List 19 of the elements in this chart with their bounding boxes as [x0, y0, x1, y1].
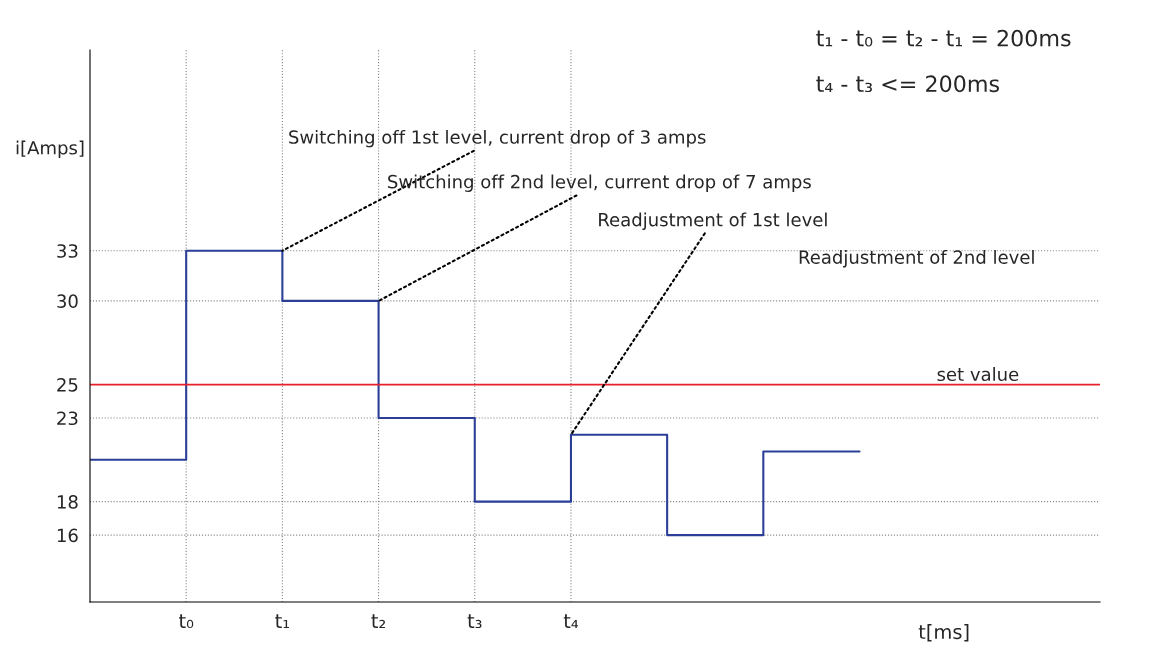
- y-tick-label: 33: [57, 244, 78, 258]
- y-axis-title: i[Amps]: [16, 140, 84, 159]
- x-tick-label: t₄: [563, 614, 579, 628]
- x-axis-title: t[ms]: [918, 624, 969, 642]
- y-tick-label: 30: [57, 294, 78, 309]
- annotation: Readjustment of 2nd level: [799, 250, 1034, 268]
- x-tick-label: t₀: [179, 614, 194, 629]
- text: t₁ - t₀ = t₂ - t₁ = 200ms: [816, 29, 1071, 47]
- y-tick-label: 16: [57, 528, 78, 543]
- annotation: t₄ - t₃ <= 200ms: [816, 75, 999, 93]
- annotation: Switching off 1st level, current drop of 3 amps: [289, 129, 706, 148]
- y-tick-label: 25: [57, 378, 78, 392]
- y-tick-label: 18: [57, 495, 78, 509]
- annotation: Readjustment of 1st level: [599, 212, 827, 230]
- x-tick-label: t₃: [467, 614, 482, 629]
- x-tick-label: t₁: [275, 614, 290, 628]
- x-tick-label: t₂: [371, 614, 386, 628]
- ref-line-label: set value: [937, 367, 1019, 382]
- y-tick-label: 23: [57, 411, 78, 426]
